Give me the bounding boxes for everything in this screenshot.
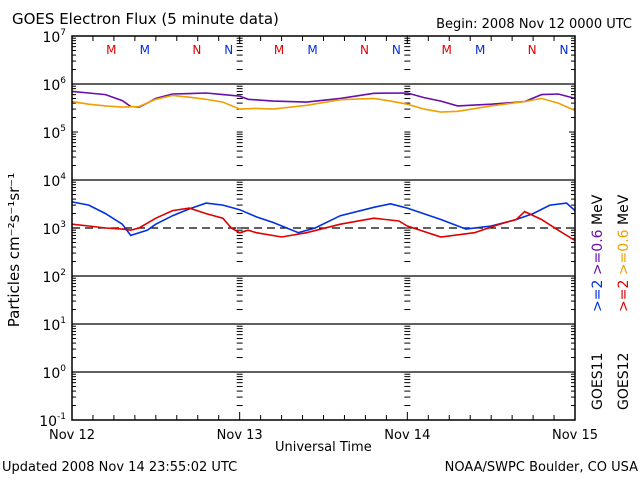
y-tick-label: 104 <box>42 172 66 190</box>
mn-marker: N <box>560 43 569 57</box>
updated-timestamp: Updated 2008 Nov 14 23:55:02 UTC <box>2 460 238 475</box>
y-tick-label: 106 <box>42 76 66 94</box>
plot-frame <box>71 35 576 421</box>
y-tick-label: 105 <box>42 124 66 142</box>
y-tick-label: 102 <box>42 268 66 286</box>
y-tick-label: 100 <box>42 364 66 382</box>
x-tick-label: Nov 14 <box>384 428 430 443</box>
x-tick-label: Nov 13 <box>217 428 263 443</box>
x-tick-label: Nov 12 <box>49 428 95 443</box>
chart-title: GOES Electron Flux (5 minute data) <box>12 10 279 28</box>
y-tick-label: 103 <box>42 220 66 238</box>
legend-entry: >=2 >=0.6 MeV <box>616 194 632 312</box>
y-tick-labels: 107 106 105 104 103 102 101 100 10-1 <box>39 28 66 430</box>
mn-marker: N <box>360 43 369 57</box>
legend-entry: GOES12 <box>616 353 632 410</box>
mn-marker: N <box>392 43 401 57</box>
mn-marker: M <box>106 43 116 57</box>
x-tick-labels: Nov 12 Nov 13 Nov 14 Nov 15 <box>49 428 598 443</box>
series-line <box>71 94 576 113</box>
credit-text: NOAA/SWPC Boulder, CO USA <box>444 460 638 475</box>
series-lines <box>71 90 576 242</box>
mn-marker: N <box>192 43 201 57</box>
y-axis-label: Particles cm⁻²s⁻¹sr⁻¹ <box>5 173 23 327</box>
x-axis-label: Universal Time <box>275 440 372 455</box>
mn-marker: M <box>475 43 485 57</box>
y-tick-label: 107 <box>42 28 66 46</box>
legend: GOES11 >=2 >=0.6 MeV GOES12 >=2 >=0.6 MeV <box>590 194 632 410</box>
legend-entry: >=2 >=0.6 MeV <box>590 194 606 312</box>
mn-marker: N <box>224 43 233 57</box>
series-line <box>71 207 576 242</box>
mn-marker: M <box>307 43 317 57</box>
axis-ticks <box>71 36 576 421</box>
mn-marker: M <box>274 43 284 57</box>
y-tick-label: 10-1 <box>39 412 66 430</box>
x-tick-label: Nov 15 <box>552 428 598 443</box>
mn-marker: M <box>140 43 150 57</box>
mn-marker: N <box>528 43 537 57</box>
legend-entry: GOES11 <box>590 353 606 410</box>
mn-marker: M <box>441 43 451 57</box>
series-line <box>71 201 576 237</box>
y-tick-label: 101 <box>42 316 66 334</box>
begin-time: Begin: 2008 Nov 12 0000 UTC <box>436 17 632 32</box>
